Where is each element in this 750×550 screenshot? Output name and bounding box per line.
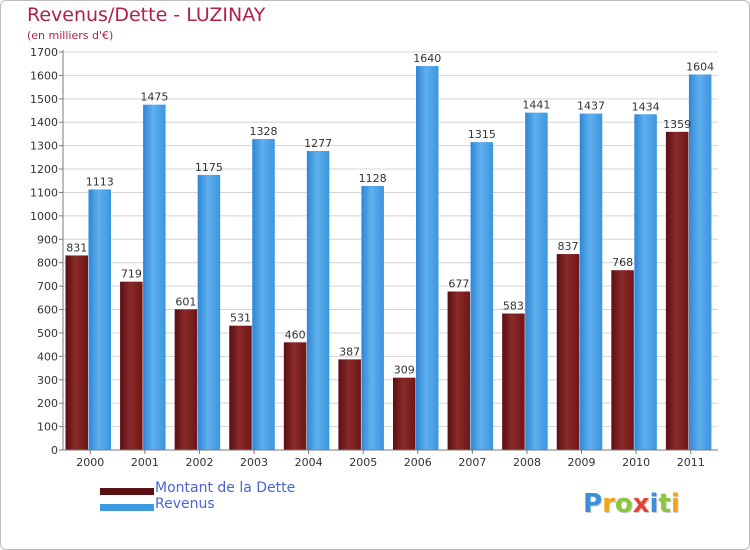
- debt-bar: [611, 270, 634, 450]
- x-tick-label: 2007: [458, 456, 486, 469]
- y-tick-label: 900: [37, 233, 58, 246]
- y-tick-label: 1500: [30, 93, 58, 106]
- debt-bar: [65, 255, 88, 450]
- logo-letter: P: [583, 489, 603, 519]
- revenue-bar: [579, 113, 603, 451]
- revenue-value-label: 1277: [304, 137, 332, 150]
- y-tick-label: 1400: [30, 116, 58, 129]
- debt-bar: [447, 291, 471, 450]
- x-tick-label: 2003: [240, 456, 268, 469]
- revenue-value-label: 1434: [632, 100, 660, 113]
- debt-value-label: 387: [339, 345, 360, 358]
- revenue-bar: [416, 66, 439, 450]
- x-tick-label: 2002: [185, 456, 213, 469]
- debt-value-label: 677: [448, 278, 469, 291]
- y-tick-label: 1700: [30, 46, 58, 59]
- debt-bar: [120, 281, 143, 450]
- debt-value-label: 837: [558, 240, 579, 253]
- logo-letter: t: [658, 489, 671, 519]
- revenue-bar: [361, 185, 384, 451]
- debt-bar: [174, 309, 198, 450]
- x-tick-label: 2009: [568, 456, 596, 469]
- logo-letter: i: [670, 489, 680, 519]
- legend-swatch-revenue: [100, 504, 154, 511]
- debt-bar: [665, 131, 689, 451]
- debt-bar: [283, 342, 307, 450]
- debt-bar: [556, 254, 580, 450]
- chart-title: Revenus/Dette - LUZINAY: [27, 4, 266, 26]
- y-tick-label: 0: [51, 444, 58, 457]
- x-tick-label: 2005: [349, 456, 377, 469]
- y-tick-label: 1200: [30, 163, 58, 176]
- revenue-bar: [470, 142, 494, 450]
- revenue-value-label: 1441: [522, 99, 550, 112]
- revenue-value-label: 1175: [195, 161, 223, 174]
- debt-value-label: 831: [66, 241, 87, 254]
- debt-value-label: 309: [394, 364, 415, 377]
- revenue-value-label: 1328: [250, 125, 278, 138]
- debt-value-label: 531: [230, 312, 251, 325]
- debt-value-label: 460: [285, 328, 306, 341]
- logo-letter: o: [614, 489, 633, 519]
- revenue-value-label: 1128: [359, 172, 387, 185]
- revenue-bar: [634, 114, 657, 450]
- debt-bar: [338, 359, 361, 450]
- revenue-bar: [688, 74, 712, 451]
- x-tick-label: 2001: [131, 456, 159, 469]
- y-tick-label: 1300: [30, 140, 58, 153]
- debt-value-label: 601: [175, 295, 196, 308]
- revenue-value-label: 1604: [686, 60, 714, 73]
- revenue-bar: [197, 174, 221, 451]
- revenue-bar: [88, 189, 111, 450]
- y-tick-label: 1000: [30, 210, 58, 223]
- proxiti-logo: Proxiti: [583, 489, 680, 519]
- revenue-value-label: 1475: [140, 91, 168, 104]
- plot-area: [63, 52, 718, 450]
- y-tick-label: 200: [37, 397, 58, 410]
- revenue-bar: [252, 139, 275, 450]
- y-tick-label: 1600: [30, 69, 58, 82]
- debt-value-label: 583: [503, 300, 524, 313]
- revenue-bar: [525, 112, 548, 450]
- debt-value-label: 1359: [663, 118, 691, 131]
- revenue-bar: [143, 104, 166, 451]
- y-tick-label: 600: [37, 304, 58, 317]
- debt-bar: [502, 313, 525, 450]
- y-tick-label: 500: [37, 327, 58, 340]
- debt-value-label: 768: [612, 256, 633, 269]
- chart-subtitle: (en milliers d'€): [27, 29, 114, 42]
- y-tick-label: 100: [37, 421, 58, 434]
- debt-bar: [393, 377, 416, 450]
- legend-label-debt: Montant de la Dette: [155, 480, 296, 496]
- y-tick-label: 1100: [30, 186, 58, 199]
- logo-letter: r: [602, 489, 615, 519]
- debt-bar: [229, 325, 252, 450]
- x-tick-label: 2006: [404, 456, 432, 469]
- logo-letter: i: [649, 489, 659, 519]
- x-tick-label: 2000: [76, 456, 104, 469]
- y-tick-label: 300: [37, 374, 58, 387]
- x-tick-label: 2010: [622, 456, 650, 469]
- legend-label-revenue: Revenus: [155, 496, 215, 512]
- logo-letter: x: [632, 489, 650, 519]
- x-tick-label: 2008: [513, 456, 541, 469]
- revenue-bar: [306, 151, 330, 450]
- x-tick-label: 2004: [295, 456, 323, 469]
- y-tick-label: 400: [37, 350, 58, 363]
- revenue-value-label: 1437: [577, 100, 605, 113]
- legend-swatch-debt: [100, 488, 154, 495]
- revenue-value-label: 1113: [86, 175, 114, 188]
- debt-value-label: 719: [121, 268, 142, 281]
- revenue-value-label: 1640: [413, 52, 441, 65]
- y-tick-label: 700: [37, 280, 58, 293]
- y-tick-label: 800: [37, 257, 58, 270]
- revenue-value-label: 1315: [468, 128, 496, 141]
- x-tick-label: 2011: [677, 456, 705, 469]
